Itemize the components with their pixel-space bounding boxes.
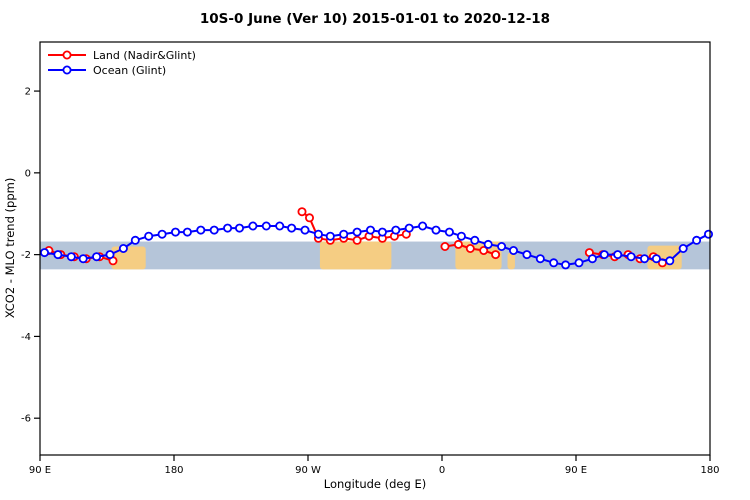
y-tick-label: 0 [25,168,31,179]
x-tick-label: 0 [439,465,445,476]
data-point [300,225,310,235]
data-point [287,223,297,233]
data-point [297,207,307,217]
data-point [144,231,154,241]
data-point [418,221,428,231]
data-point [118,243,128,253]
data-point [613,250,623,260]
data-point [483,239,493,249]
data-point [456,231,466,241]
data-point [209,225,219,235]
data-point [535,254,545,264]
data-point [497,241,507,251]
x-tick-label: 180 [700,465,719,476]
data-point [508,245,518,255]
data-point [692,235,702,245]
data-point [304,213,314,223]
x-axis-label: Longitude (deg E) [324,477,426,491]
data-point [261,221,271,231]
data-point [599,250,609,260]
y-tick-label: -4 [21,332,31,343]
y-tick-label: 2 [25,87,31,98]
data-point [352,227,362,237]
data-point [130,235,140,245]
series-layer [40,207,714,270]
data-point [479,245,489,255]
data-point [78,254,88,264]
data-point [66,252,76,262]
y-axis-label: XCO2 - MLO trend (ppm) [3,178,17,319]
data-point [404,223,414,233]
data-point [339,229,349,239]
data-point [651,254,661,264]
data-point [465,243,475,253]
data-point [182,227,192,237]
map-land-mass [319,241,392,270]
data-point [704,229,714,239]
series-line [43,225,710,266]
data-point [431,225,441,235]
data-point [678,243,688,253]
plot-border [39,41,711,456]
data-point [561,260,571,270]
data-point [92,252,102,262]
data-point [391,225,401,235]
data-point [574,258,584,268]
data-point [587,254,597,264]
data-point [170,227,180,237]
data-point [665,256,675,266]
data-point [325,231,335,241]
data-point [223,223,233,233]
data-point [275,221,285,231]
legend-marker-icon [62,65,72,75]
x-tick-label: 90 E [565,465,587,476]
data-point [453,239,463,249]
data-point [549,258,559,268]
data-point [470,235,480,245]
data-point [157,229,167,239]
legend-entry-label: Land (Nadir&Glint) [93,49,196,62]
legend: Land (Nadir&Glint) Ocean (Glint) [48,49,196,77]
data-point [105,250,115,260]
data-point [626,252,636,262]
series-line [301,210,408,242]
data-point [377,227,387,237]
x-tick-label: 90 E [29,465,51,476]
chart-title: 10S-0 June (Ver 10) 2015-01-01 to 2020-1… [200,11,550,27]
data-point [53,250,63,260]
data-point [640,254,650,264]
data-point [248,221,258,231]
x-tick-label: 90 W [295,465,321,476]
legend-marker-icon [62,50,72,60]
data-point [365,225,375,235]
data-point [491,250,501,260]
data-point [313,229,323,239]
y-tick-label: -6 [21,414,31,425]
data-point [196,225,206,235]
map-land-mass [111,246,146,270]
map-land-mass [507,252,515,270]
data-point [440,241,450,251]
legend-entry-label: Ocean (Glint) [93,64,166,77]
x-tick-label: 180 [164,465,183,476]
data-point [352,235,362,245]
data-point [234,223,244,233]
data-point [522,250,532,260]
data-point [444,227,454,237]
data-point [40,248,50,258]
series-ocean [40,221,714,270]
axis-layer: 90 E 180 90 W 0 90 E 180 2 0 -2 -4 -6 [21,87,720,476]
y-tick-label: -2 [21,250,31,261]
